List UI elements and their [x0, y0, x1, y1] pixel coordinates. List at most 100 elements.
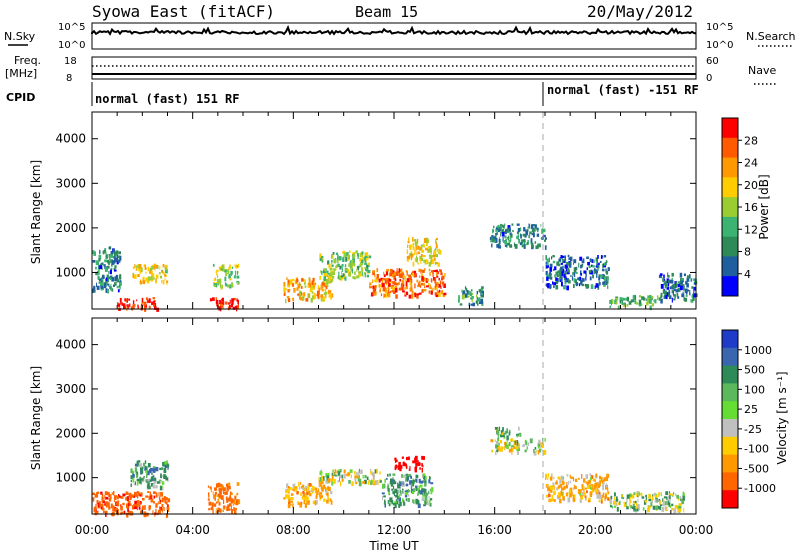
heatmap-cell — [323, 498, 326, 502]
heatmap-cell — [383, 278, 386, 281]
heatmap-cell — [403, 283, 405, 287]
heatmap-cell — [595, 265, 598, 268]
heatmap-cell — [534, 447, 537, 450]
heatmap-cell — [105, 512, 107, 517]
heatmap-cell — [152, 297, 155, 300]
heatmap-cell — [421, 249, 423, 253]
heatmap-cell — [630, 505, 632, 509]
heatmap-cell — [621, 300, 624, 305]
heatmap-cell — [405, 281, 408, 287]
heatmap-cell — [287, 283, 290, 286]
heatmap-cell — [302, 492, 306, 497]
heatmap-cell — [664, 290, 667, 296]
heatmap-cell — [673, 508, 677, 514]
heatmap-cell — [146, 473, 148, 478]
heatmap-cell — [440, 285, 442, 289]
heatmap-cell — [228, 302, 230, 305]
heatmap-cell — [128, 510, 130, 515]
heatmap-cell — [667, 293, 670, 297]
heatmap-cell — [542, 443, 544, 447]
heatmap-cell — [114, 265, 117, 269]
heatmap-cell — [148, 305, 151, 309]
heatmap-cell — [506, 228, 509, 233]
heatmap-cell — [677, 287, 681, 292]
heatmap-cell — [415, 245, 417, 251]
heatmap-cell — [137, 500, 140, 503]
heatmap-cell — [603, 284, 606, 287]
heatmap-cell — [139, 476, 141, 481]
heatmap-cell — [207, 485, 209, 488]
heatmap-cell — [397, 501, 399, 505]
power-x-ticks — [91, 112, 697, 309]
heatmap-cell — [339, 468, 342, 473]
heatmap-cell — [563, 272, 566, 275]
heatmap-cell — [225, 496, 228, 500]
heatmap-cell — [667, 500, 670, 505]
heatmap-cell — [113, 497, 115, 503]
heatmap-cell — [149, 270, 152, 274]
heatmap-cell — [160, 473, 162, 478]
heatmap-cell — [343, 276, 347, 280]
heatmap-cell — [403, 502, 406, 506]
heatmap-cell — [600, 477, 603, 482]
heatmap-cell — [435, 269, 438, 273]
heatmap-cell — [152, 510, 154, 515]
nsky-label: N.Sky — [4, 30, 36, 43]
heatmap-cell — [344, 264, 347, 268]
heatmap-cell — [595, 283, 599, 288]
heatmap-cell — [356, 476, 359, 479]
heatmap-cell — [598, 281, 600, 286]
heatmap-cell — [561, 255, 565, 258]
heatmap-cell — [467, 290, 470, 295]
heatmap-cell — [480, 299, 484, 304]
heatmap-cell — [331, 472, 334, 477]
freq-frame — [91, 56, 697, 80]
colorbar-block — [722, 347, 738, 367]
heatmap-cell — [108, 506, 111, 510]
heatmap-cell — [151, 272, 154, 278]
heatmap-cell — [666, 496, 668, 500]
heatmap-cell — [326, 284, 329, 287]
heatmap-cell — [312, 485, 315, 491]
heatmap-cell — [563, 276, 567, 281]
heatmap-cell — [434, 285, 437, 290]
heatmap-cell — [635, 506, 638, 509]
heatmap-cell — [321, 481, 324, 484]
heatmap-cell — [350, 474, 352, 479]
heatmap-cell — [387, 287, 390, 292]
colorbar-block — [722, 118, 738, 139]
heatmap-cell — [633, 492, 636, 495]
heatmap-cell — [595, 488, 598, 493]
heatmap-cell — [407, 494, 410, 497]
heatmap-cell — [424, 268, 426, 271]
heatmap-cell — [437, 290, 439, 293]
heatmap-cell — [426, 238, 429, 244]
heatmap-cell — [160, 486, 162, 491]
heatmap-cell — [381, 492, 385, 495]
heatmap-cell — [603, 255, 607, 258]
velocity-frame — [91, 317, 697, 515]
heatmap-cell — [528, 235, 530, 239]
heatmap-cell — [667, 496, 670, 500]
heatmap-cell — [495, 443, 499, 446]
heatmap-cell — [110, 286, 113, 291]
heatmap-cell — [389, 498, 391, 503]
heatmap-cell — [100, 277, 104, 283]
heatmap-cell — [651, 496, 654, 501]
heatmap-cell — [432, 287, 434, 292]
heatmap-cell — [287, 284, 291, 288]
heatmap-cell — [580, 280, 583, 285]
heatmap-cell — [586, 490, 588, 494]
heatmap-cell — [234, 270, 236, 276]
heatmap-cell — [379, 289, 381, 293]
heatmap-cell — [585, 481, 587, 484]
heatmap-cell — [509, 232, 512, 236]
heatmap-cell — [320, 294, 324, 299]
heatmap-cell — [599, 494, 603, 499]
heatmap-cell — [665, 491, 669, 496]
heatmap-cell — [387, 269, 390, 272]
heatmap-cell — [98, 281, 101, 284]
heatmap-cell — [515, 446, 517, 450]
heatmap-cell — [541, 228, 544, 234]
heatmap-cell — [408, 456, 410, 461]
